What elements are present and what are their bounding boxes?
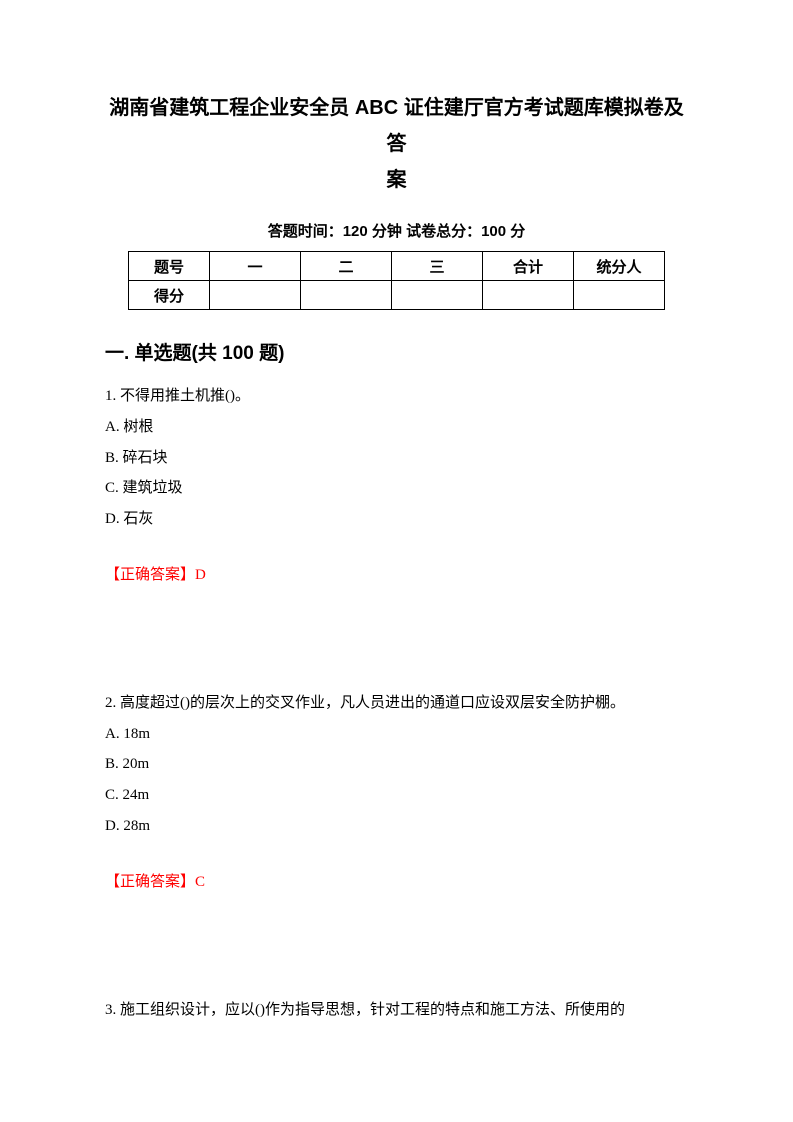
score-table: 题号 一 二 三 合计 统分人 得分 bbox=[128, 251, 665, 310]
q2-option-b: B. 20m bbox=[105, 749, 688, 780]
q1-option-a: A. 树根 bbox=[105, 412, 688, 443]
page-container: 湖南省建筑工程企业安全员 ABC 证住建厅官方考试题库模拟卷及答 案 答题时间：… bbox=[0, 0, 793, 1025]
q2-option-c: C. 24m bbox=[105, 780, 688, 811]
score-value-row: 得分 bbox=[129, 281, 665, 310]
score-header-cell: 二 bbox=[301, 252, 392, 281]
q2-option-a: A. 18m bbox=[105, 719, 688, 750]
score-cell-empty bbox=[392, 281, 483, 310]
section-heading: 一. 单选题(共 100 题) bbox=[105, 338, 688, 365]
score-cell-empty bbox=[210, 281, 301, 310]
title-line-1: 湖南省建筑工程企业安全员 ABC 证住建厅官方考试题库模拟卷及答 bbox=[109, 97, 683, 155]
q3-stem: 3. 施工组织设计，应以()作为指导思想，针对工程的特点和施工方法、所使用的 bbox=[105, 995, 688, 1026]
score-cell-empty bbox=[483, 281, 574, 310]
vertical-gap bbox=[105, 584, 688, 688]
q1-option-d: D. 石灰 bbox=[105, 504, 688, 535]
score-cell-empty bbox=[301, 281, 392, 310]
score-header-row: 题号 一 二 三 合计 统分人 bbox=[129, 252, 665, 281]
score-row-label: 得分 bbox=[129, 281, 210, 310]
q1-option-c: C. 建筑垃圾 bbox=[105, 473, 688, 504]
score-header-cell: 合计 bbox=[483, 252, 574, 281]
exam-title: 湖南省建筑工程企业安全员 ABC 证住建厅官方考试题库模拟卷及答 案 bbox=[105, 90, 688, 198]
q1-stem: 1. 不得用推土机推()。 bbox=[105, 381, 688, 412]
score-header-cell: 题号 bbox=[129, 252, 210, 281]
q2-answer: 【正确答案】C bbox=[105, 870, 688, 891]
q2-option-d: D. 28m bbox=[105, 811, 688, 842]
vertical-gap bbox=[105, 891, 688, 995]
q2-stem: 2. 高度超过()的层次上的交叉作业，凡人员进出的通道口应设双层安全防护棚。 bbox=[105, 688, 688, 719]
score-header-cell: 一 bbox=[210, 252, 301, 281]
score-header-cell: 三 bbox=[392, 252, 483, 281]
q1-option-b: B. 碎石块 bbox=[105, 443, 688, 474]
exam-subtitle: 答题时间：120 分钟 试卷总分：100 分 bbox=[105, 220, 688, 241]
score-cell-empty bbox=[574, 281, 665, 310]
title-line-2: 案 bbox=[387, 169, 407, 191]
q1-answer: 【正确答案】D bbox=[105, 563, 688, 584]
score-header-cell: 统分人 bbox=[574, 252, 665, 281]
